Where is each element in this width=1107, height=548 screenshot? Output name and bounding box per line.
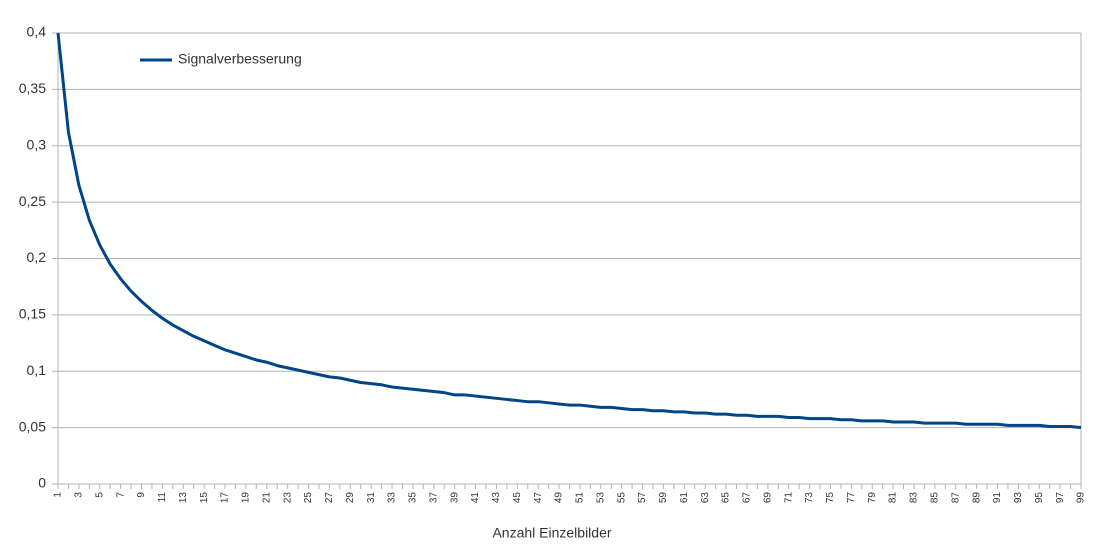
x-tick-label: 77 <box>846 492 857 504</box>
x-tick-label: 79 <box>867 492 878 504</box>
y-tick-label: 0,3 <box>27 136 47 152</box>
x-tick-label: 7 <box>115 492 126 498</box>
x-tick-label: 53 <box>595 492 606 504</box>
x-axis-title: Anzahl Einzelbilder <box>492 525 611 541</box>
y-tick-label: 0,2 <box>27 249 47 265</box>
x-tick-label: 61 <box>679 492 690 504</box>
x-tick-label: 9 <box>136 492 147 498</box>
y-tick-label: 0,25 <box>19 193 46 209</box>
x-tick-label: 39 <box>449 492 460 504</box>
x-tick-label: 85 <box>929 492 940 504</box>
x-tick-label: 63 <box>700 492 711 504</box>
x-tick-label: 55 <box>616 492 627 504</box>
x-tick-label: 45 <box>512 492 523 504</box>
legend-label: Signalverbesserung <box>178 51 302 67</box>
x-tick-label: 71 <box>783 492 794 504</box>
x-tick-label: 35 <box>408 492 419 504</box>
x-tick-label: 37 <box>428 492 439 504</box>
x-tick-label: 87 <box>950 492 961 504</box>
y-tick-label: 0,35 <box>19 80 46 96</box>
x-tick-label: 47 <box>533 492 544 504</box>
x-tick-label: 65 <box>721 492 732 504</box>
y-tick-label: 0,1 <box>27 362 47 378</box>
x-tick-label: 97 <box>1055 492 1066 504</box>
x-tick-label: 1 <box>53 492 64 498</box>
x-tick-label: 91 <box>992 492 1003 504</box>
x-tick-label: 19 <box>241 492 252 504</box>
x-tick-label: 13 <box>178 492 189 504</box>
x-tick-label: 17 <box>220 492 231 504</box>
x-tick-label: 49 <box>554 492 565 504</box>
x-tick-label: 23 <box>282 492 293 504</box>
x-tick-label: 29 <box>345 492 356 504</box>
y-tick-label: 0,05 <box>19 418 46 434</box>
x-tick-label: 59 <box>658 492 669 504</box>
x-tick-label: 15 <box>199 492 210 504</box>
x-tick-label: 95 <box>1034 492 1045 504</box>
x-tick-label: 25 <box>303 492 314 504</box>
x-tick-label: 83 <box>909 492 920 504</box>
x-tick-label: 75 <box>825 492 836 504</box>
y-tick-label: 0,4 <box>27 24 47 40</box>
y-tick-label: 0 <box>38 475 46 491</box>
x-tick-label: 57 <box>637 492 648 504</box>
line-series <box>56 32 1082 430</box>
x-tick-label: 3 <box>74 492 85 498</box>
x-tick-label: 99 <box>1076 492 1087 504</box>
x-tick-label: 41 <box>470 492 481 504</box>
x-tick-label: 5 <box>94 492 105 498</box>
x-tick-label: 81 <box>888 492 899 504</box>
x-tick-label: 27 <box>324 492 335 504</box>
y-tick-label: 0,15 <box>19 306 46 322</box>
x-tick-label: 89 <box>971 492 982 504</box>
x-tick-label: 31 <box>366 492 377 504</box>
x-tick-label: 67 <box>742 492 753 504</box>
x-tick-label: 51 <box>575 492 586 504</box>
x-tick-label: 73 <box>804 492 815 504</box>
x-tick-label: 43 <box>491 492 502 504</box>
x-tick-label: 33 <box>387 492 398 504</box>
x-tick-label: 21 <box>261 492 272 504</box>
x-tick-label: 11 <box>157 492 168 503</box>
x-tick-label: 69 <box>762 492 773 504</box>
x-tick-label: 93 <box>1013 492 1024 504</box>
